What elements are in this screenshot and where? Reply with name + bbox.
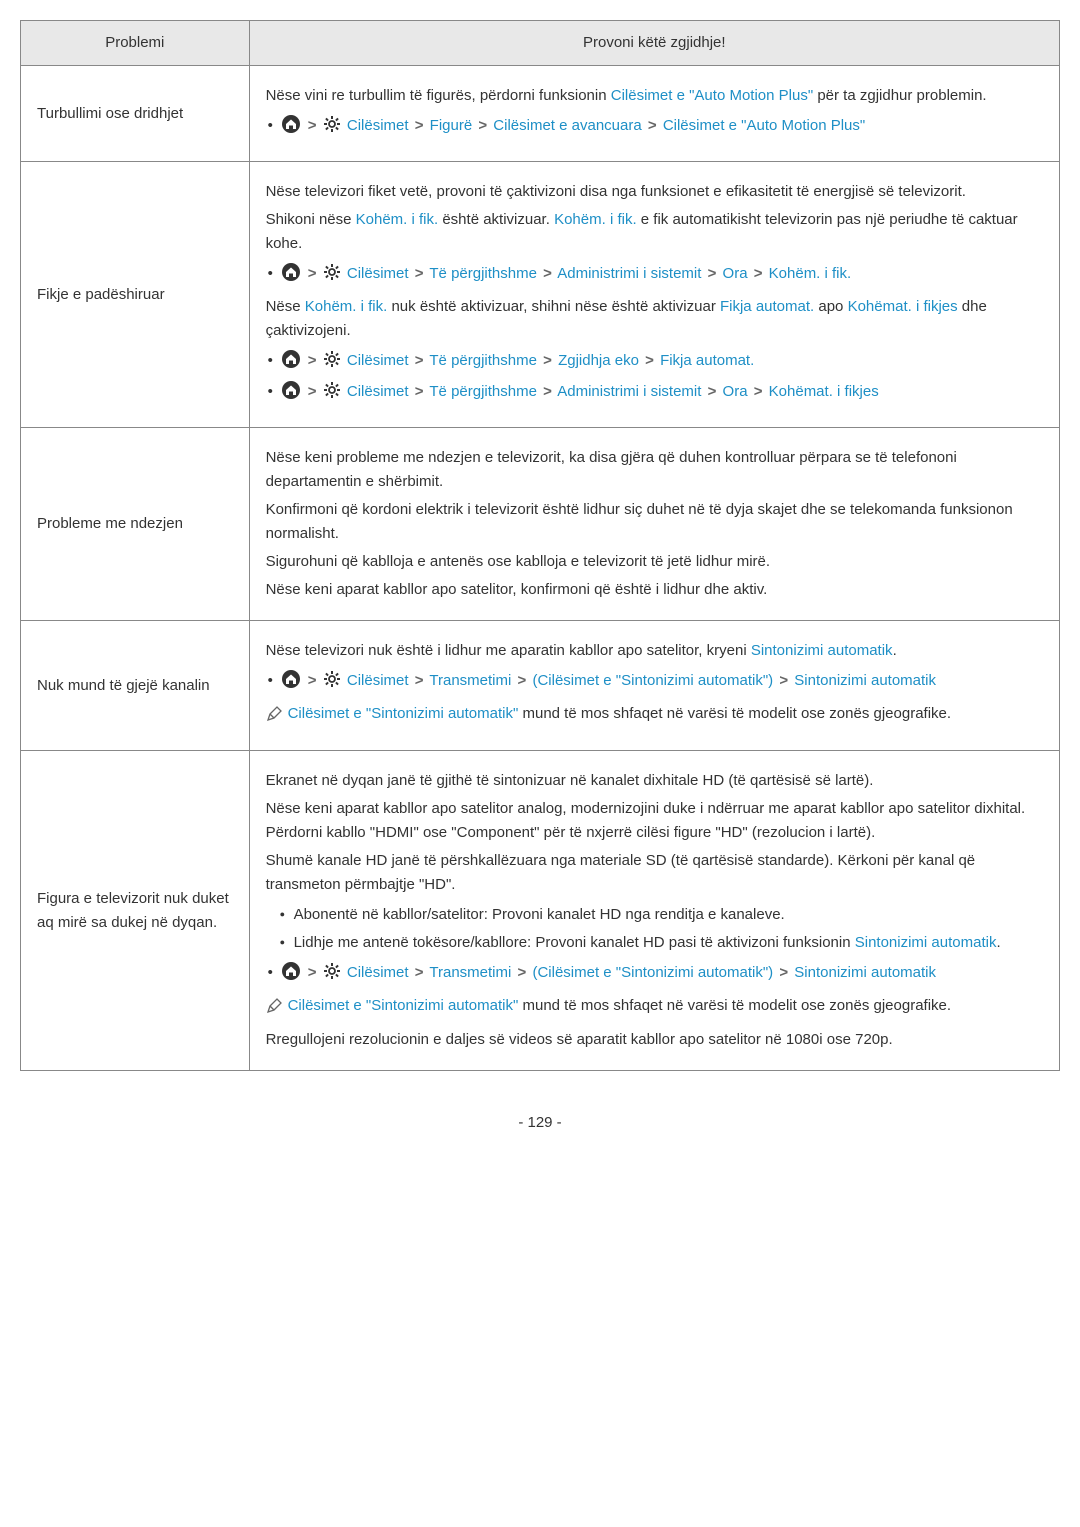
bullet-item: Lidhje me antenë tokësore/kabllore: Prov… [278,931,1043,955]
problem-label: Probleme me ndezjen [21,428,250,621]
header-solution: Provoni këtë zgjidhje! [249,21,1059,66]
gear-icon [323,115,341,141]
page-number: - 129 - [20,1111,1060,1135]
pencil-icon [266,706,282,730]
gear-icon [323,962,341,988]
nav-path: > Cilësimet > Të përgjithshme > Zgjidhja… [266,349,1043,376]
home-icon [282,350,300,376]
nav-path: > Cilësimet > Transmetimi > (Cilësimet e… [266,961,1043,988]
home-icon [282,115,300,141]
home-icon [282,962,300,988]
solution-cell: Ekranet në dyqan janë të gjithë të sinto… [249,751,1059,1071]
home-icon [282,263,300,289]
header-problem: Problemi [21,21,250,66]
problem-label: Turbullimi ose dridhjet [21,66,250,162]
bullet-item: Abonentë në kabllor/satelitor: Provoni k… [278,903,1043,927]
problem-label: Figura e televizorit nuk duket aq mirë s… [21,751,250,1071]
table-row: Probleme me ndezjen Nëse keni probleme m… [21,428,1060,621]
table-row: Fikje e padëshiruar Nëse televizori fike… [21,162,1060,428]
table-row: Turbullimi ose dridhjet Nëse vini re tur… [21,66,1060,162]
gear-icon [323,263,341,289]
problem-label: Fikje e padëshiruar [21,162,250,428]
pencil-icon [266,998,282,1022]
home-icon [282,670,300,696]
note: Cilësimet e "Sintonizimi automatik" mund… [266,702,1043,730]
note: Cilësimet e "Sintonizimi automatik" mund… [266,994,1043,1022]
solution-cell: Nëse keni probleme me ndezjen e televizo… [249,428,1059,621]
troubleshooting-table: Problemi Provoni këtë zgjidhje! Turbulli… [20,20,1060,1071]
table-row: Nuk mund të gjejë kanalin Nëse televizor… [21,621,1060,751]
link-auto-motion[interactable]: Cilësimet e "Auto Motion Plus" [611,87,813,104]
home-icon [282,381,300,407]
nav-path: > Cilësimet > Të përgjithshme > Administ… [266,262,1043,289]
gear-icon [323,350,341,376]
solution-cell: Nëse vini re turbullim të figurës, përdo… [249,66,1059,162]
solution-cell: Nëse televizori nuk është i lidhur me ap… [249,621,1059,751]
nav-path: > Cilësimet > Të përgjithshme > Administ… [266,380,1043,407]
gear-icon [323,670,341,696]
chevron-icon: > [306,117,319,134]
nav-path: > Cilësimet > Transmetimi > (Cilësimet e… [266,669,1043,696]
gear-icon [323,381,341,407]
nav-path: > Cilësimet > Figurë > Cilësimet e avanc… [266,114,1043,141]
table-row: Figura e televizorit nuk duket aq mirë s… [21,751,1060,1071]
problem-label: Nuk mund të gjejë kanalin [21,621,250,751]
solution-cell: Nëse televizori fiket vetë, provoni të ç… [249,162,1059,428]
